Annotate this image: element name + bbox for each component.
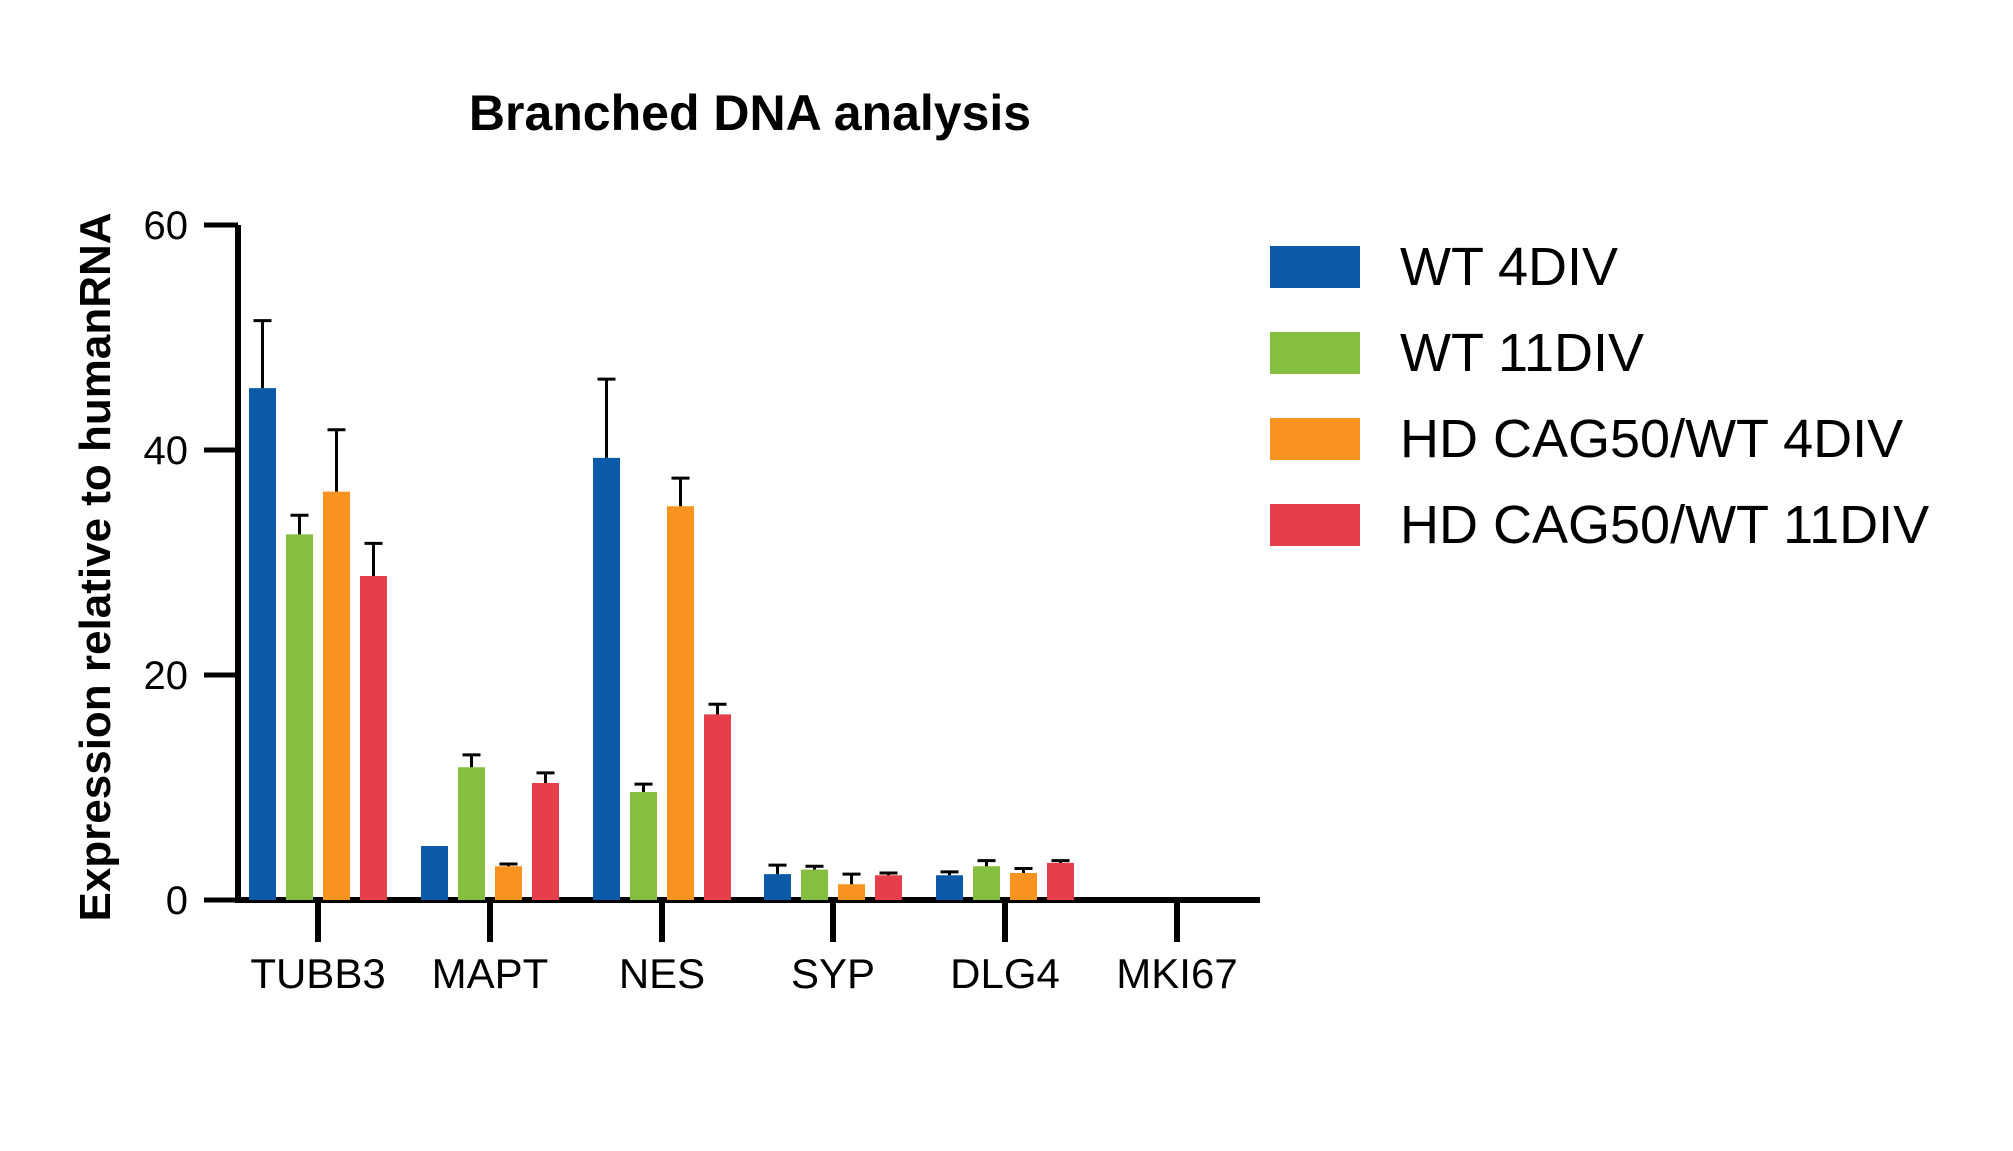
legend-swatch	[1270, 246, 1360, 288]
bar	[360, 576, 387, 900]
bar	[421, 846, 448, 900]
bar	[973, 866, 1000, 900]
bar	[667, 506, 694, 900]
legend-swatch	[1270, 504, 1360, 546]
y-tick-label: 0	[166, 879, 188, 923]
bar	[458, 767, 485, 900]
x-tick-label: MAPT	[432, 950, 549, 997]
x-tick-label: NES	[619, 950, 705, 997]
legend-swatch	[1270, 332, 1360, 374]
bar	[875, 875, 902, 900]
bars	[249, 319, 1074, 900]
bar	[801, 869, 828, 900]
x-tick-label: SYP	[791, 950, 875, 997]
bar	[249, 388, 276, 900]
legend-label: WT 4DIV	[1400, 237, 1618, 297]
bar	[630, 792, 657, 900]
legend-label: WT 11DIV	[1400, 323, 1644, 383]
bar	[495, 866, 522, 900]
bar	[286, 534, 313, 900]
bar	[323, 491, 350, 900]
y-tick-label: 20	[144, 654, 189, 698]
y-axis-label: Expression relative to humanRNA	[71, 212, 120, 921]
bar	[1047, 862, 1074, 900]
x-tick-label: DLG4	[950, 950, 1060, 997]
legend-swatch	[1270, 418, 1360, 460]
legend-label: HD CAG50/WT 4DIV	[1400, 409, 1903, 469]
y-tick-label: 60	[144, 204, 189, 248]
x-tick-label: MKI67	[1116, 950, 1237, 997]
axes: 0 20 40 60 TUBB3 MAPT NES SYP DLG4 MKI67	[144, 204, 1260, 997]
bar	[838, 884, 865, 900]
bar	[936, 875, 963, 900]
legend: WT 4DIV WT 11DIV HD CAG50/WT 4DIV HD CAG50/…	[1270, 237, 1929, 555]
legend-label: HD CAG50/WT 11DIV	[1400, 495, 1929, 555]
x-tick-label: TUBB3	[250, 950, 385, 997]
bar	[704, 714, 731, 900]
y-tick-label: 40	[144, 429, 189, 473]
bar	[1010, 873, 1037, 900]
chart-title: Branched DNA analysis	[469, 85, 1031, 141]
bar	[593, 457, 620, 900]
bar	[532, 783, 559, 900]
bar	[764, 874, 791, 900]
